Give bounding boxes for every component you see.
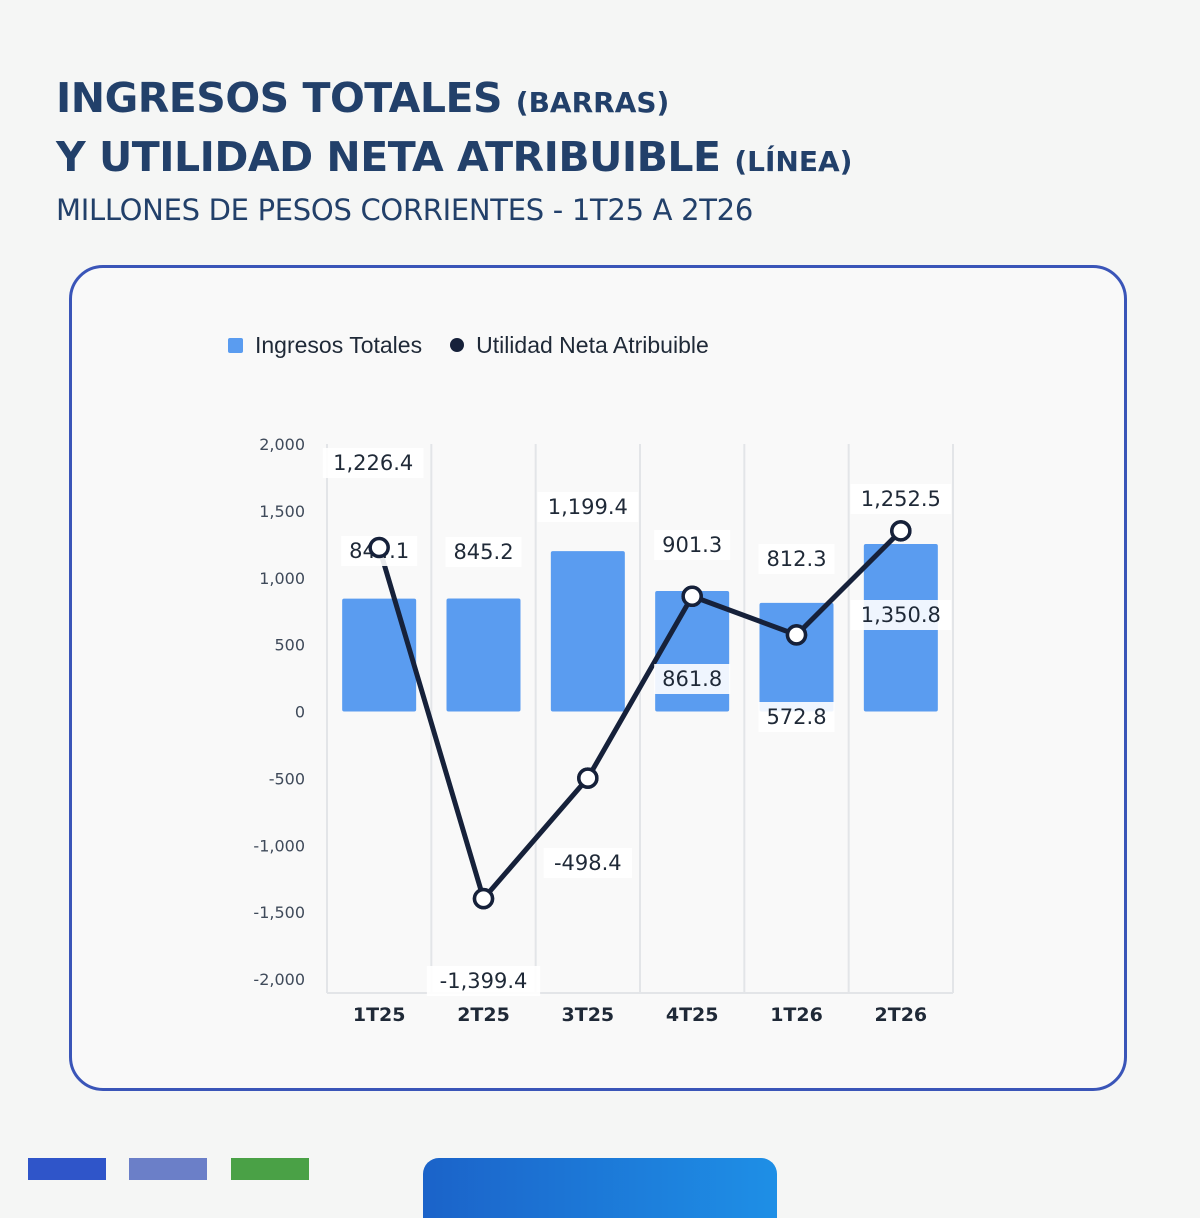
y-tick-label: -1,500 xyxy=(253,903,305,922)
y-tick-label: 2,000 xyxy=(259,435,305,454)
line-value-label-bg xyxy=(654,664,731,694)
x-tick-label: 1T25 xyxy=(353,1004,406,1026)
line-value-label-bg xyxy=(850,600,952,630)
x-axis: 1T25 2T25 3T25 4T25 1T26 2T26 xyxy=(353,1004,927,1026)
footer-accent-bar-2 xyxy=(129,1158,207,1180)
data-labels: 844.1845.21,199.4901.3812.31,252.51,226.… xyxy=(322,448,952,996)
bar-value-label: 812.3 xyxy=(766,547,826,571)
y-tick-label: 1,000 xyxy=(259,569,305,588)
line-point-top-2T25 xyxy=(472,887,495,910)
bar-value-label-bg xyxy=(758,544,835,574)
line-point-top-4T25 xyxy=(681,585,703,607)
chart-title-line-2: Y UTILIDAD NETA ATRIBUIBLE (LÍNEA) xyxy=(56,133,852,181)
x-tick-label: 2T26 xyxy=(875,1004,928,1026)
line-value-label: -498.4 xyxy=(554,851,622,875)
y-tick-label: 1,500 xyxy=(259,502,305,521)
footer-accent-bar-1 xyxy=(28,1158,106,1180)
bar-1T25 xyxy=(342,598,417,712)
bar-1T26 xyxy=(759,602,834,712)
bar-value-label-bg xyxy=(445,537,522,567)
legend-item-bars[interactable]: Ingresos Totales xyxy=(228,332,422,359)
line-value-label: 572.8 xyxy=(766,705,826,729)
line-value-label: 861.8 xyxy=(662,667,722,691)
y-tick-label: 500 xyxy=(274,636,305,655)
line-value-label-bg xyxy=(543,848,633,878)
x-tick-label: 3T25 xyxy=(562,1004,615,1026)
legend-label-line: Utilidad Neta Atribuible xyxy=(476,331,709,358)
bar-value-label: 901.3 xyxy=(662,533,722,557)
y-tick-label: 0 xyxy=(295,703,305,722)
legend-swatch-dot xyxy=(450,338,465,352)
title-note-1: (BARRAS) xyxy=(515,86,670,119)
line-value-label: 1,226.4 xyxy=(333,451,413,475)
line-value-label-bg xyxy=(426,966,541,996)
footer-accent-bar-3 xyxy=(231,1158,309,1180)
bar-value-label: 1,252.5 xyxy=(861,487,941,511)
y-axis: 2,000 1,500 1,000 500 0 -500 -1,000 -1,500 -2,00… xyxy=(253,435,305,989)
line-value-label-bg xyxy=(758,702,835,732)
legend-item-line[interactable]: Utilidad Neta Atribuible xyxy=(450,332,709,359)
legend-label-bars: Ingresos Totales xyxy=(255,331,423,358)
title-main-1: INGRESOS TOTALES xyxy=(56,74,502,122)
footer-tab xyxy=(423,1158,777,1218)
line-value-label: 1,350.8 xyxy=(861,603,941,627)
bar-value-label: 1,199.4 xyxy=(548,495,628,519)
bar-2T25 xyxy=(446,598,521,712)
line-point-top-2T26 xyxy=(890,520,912,542)
y-tick-label: -2,000 xyxy=(253,970,305,989)
bar-value-label-bg xyxy=(537,492,639,522)
x-tick-label: 2T25 xyxy=(457,1004,510,1026)
y-tick-label: -500 xyxy=(269,769,305,788)
chart-grid xyxy=(326,444,954,994)
line-value-label-bg xyxy=(322,448,424,478)
title-main-2: Y UTILIDAD NETA ATRIBUIBLE xyxy=(56,133,721,181)
chart-title-line-1: INGRESOS TOTALES (BARRAS) xyxy=(56,74,669,122)
bar-value-label-bg xyxy=(850,484,952,514)
line-path xyxy=(376,529,903,902)
title-note-2: (LÍNEA) xyxy=(734,145,853,178)
legend-swatch-bar xyxy=(228,337,243,353)
chart-subtitle: MILLONES DE PESOS CORRIENTES - 1T25 A 2T… xyxy=(56,193,753,227)
x-tick-label: 4T25 xyxy=(666,1004,719,1026)
x-tick-label: 1T26 xyxy=(770,1004,823,1026)
bar-value-label: 845.2 xyxy=(453,540,513,564)
line-point-top-1T26 xyxy=(785,624,808,646)
line-value-label: -1,399.4 xyxy=(440,969,528,993)
line-point-top-1T25 xyxy=(368,536,390,559)
bar-value-label-bg xyxy=(654,530,731,560)
line-point-top-3T25 xyxy=(577,767,599,789)
chart-legend: Ingresos Totales Utilidad Neta Atribuibl… xyxy=(228,330,737,360)
bar-3T25 xyxy=(550,551,625,712)
y-tick-label: -1,000 xyxy=(253,836,305,855)
